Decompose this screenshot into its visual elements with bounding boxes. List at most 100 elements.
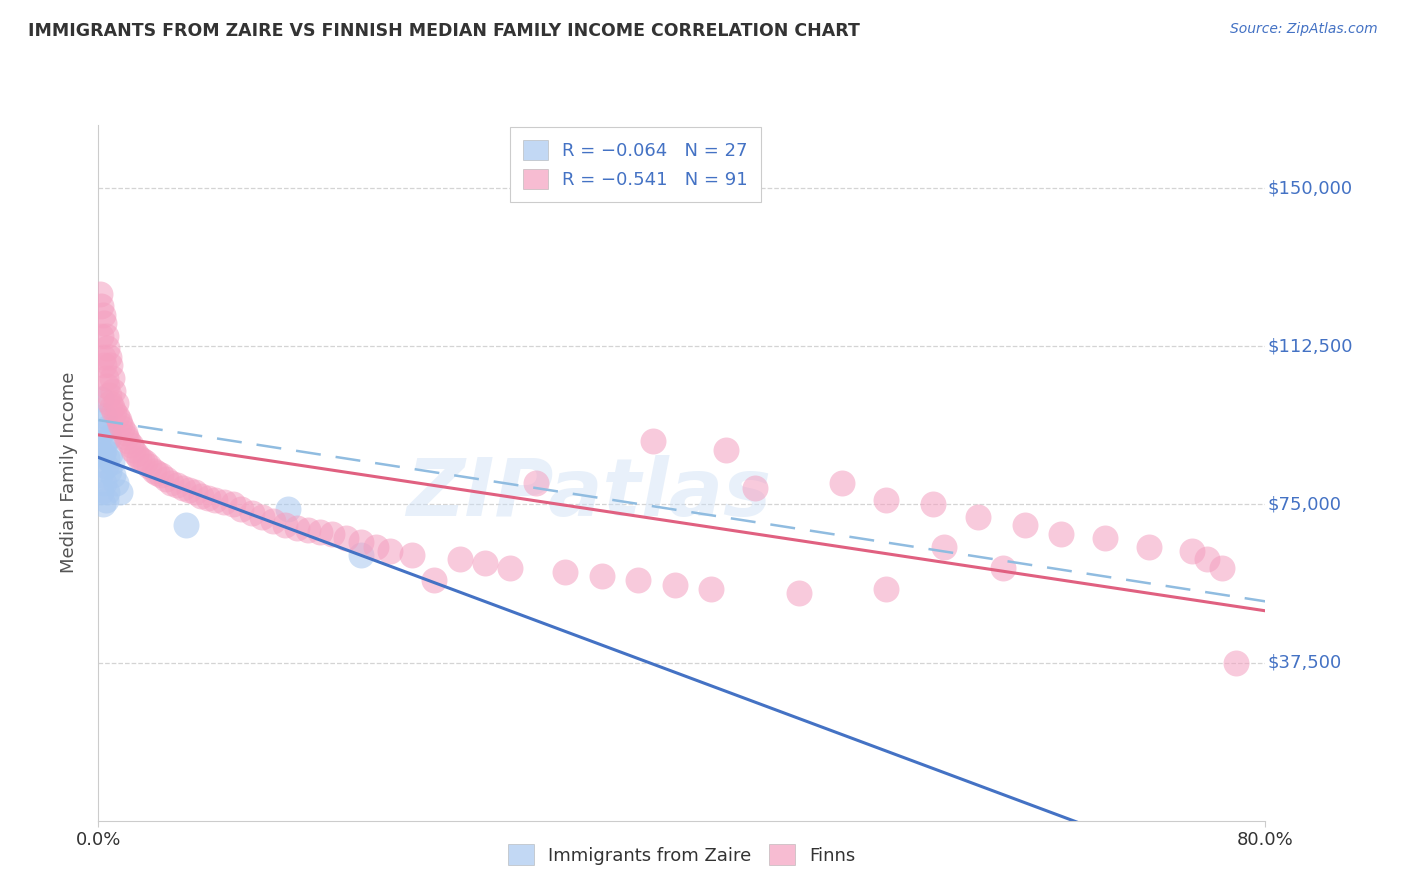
Point [1094, 531, 1116, 545]
Point [991, 560, 1014, 574]
Point [111, 421, 134, 435]
Legend: Immigrants from Zaire, Finns: Immigrants from Zaire, Finns [499, 835, 865, 874]
Point [98, 396, 121, 410]
Point [94, 434, 117, 449]
Point [103, 404, 125, 418]
Point [146, 466, 169, 480]
Point [91, 308, 114, 322]
Point [277, 501, 299, 516]
Point [150, 467, 173, 482]
Point [89, 467, 111, 482]
Point [166, 478, 188, 492]
Point [98, 358, 121, 372]
Point [115, 430, 138, 444]
Point [96, 450, 118, 465]
Point [172, 481, 194, 495]
Point [285, 520, 308, 534]
Text: $150,000: $150,000 [1268, 179, 1353, 197]
Point [190, 489, 212, 503]
Point [1014, 518, 1036, 533]
Point [401, 548, 423, 562]
Point [96, 342, 118, 356]
Point [93, 442, 115, 457]
Point [524, 476, 547, 491]
Point [90, 392, 112, 406]
Point [125, 447, 148, 461]
Point [1050, 527, 1073, 541]
Point [921, 497, 943, 511]
Point [96, 421, 118, 435]
Point [250, 510, 273, 524]
Point [98, 447, 121, 461]
Point [309, 524, 332, 539]
Point [183, 484, 205, 499]
Point [787, 586, 810, 600]
Point [94, 371, 117, 385]
Point [321, 527, 343, 541]
Point [1211, 560, 1233, 574]
Point [335, 531, 357, 545]
Point [91, 447, 114, 461]
Point [591, 569, 613, 583]
Point [378, 543, 402, 558]
Point [104, 396, 127, 410]
Point [160, 476, 183, 491]
Point [221, 497, 243, 511]
Point [1225, 656, 1247, 670]
Point [100, 401, 122, 415]
Point [110, 417, 132, 432]
Point [744, 481, 766, 495]
Text: Source: ZipAtlas.com: Source: ZipAtlas.com [1230, 22, 1378, 37]
Point [96, 484, 118, 499]
Point [700, 582, 723, 596]
Point [449, 552, 471, 566]
Point [93, 316, 115, 330]
Point [128, 450, 150, 465]
Point [1195, 552, 1218, 566]
Y-axis label: Median Family Income: Median Family Income [59, 372, 77, 574]
Point [350, 535, 373, 549]
Text: $75,000: $75,000 [1268, 495, 1341, 514]
Point [93, 476, 115, 491]
Point [177, 483, 200, 497]
Point [89, 286, 111, 301]
Point [875, 493, 897, 508]
Point [94, 493, 117, 508]
Point [96, 379, 118, 393]
Point [117, 434, 139, 449]
Point [97, 388, 120, 402]
Point [90, 425, 112, 440]
Point [350, 548, 373, 562]
Text: ZIPatlas: ZIPatlas [406, 455, 770, 533]
Point [101, 384, 124, 398]
Point [474, 557, 496, 571]
Point [1181, 543, 1204, 558]
Point [197, 491, 219, 505]
Point [297, 523, 319, 537]
Point [262, 514, 284, 528]
Point [90, 484, 112, 499]
Point [274, 518, 297, 533]
Point [641, 434, 664, 449]
Point [108, 413, 131, 427]
Point [240, 506, 263, 520]
Point [101, 467, 124, 482]
Point [423, 574, 446, 588]
Point [100, 455, 122, 469]
Point [142, 464, 165, 478]
Point [97, 430, 120, 444]
Point [831, 476, 853, 491]
Text: $37,500: $37,500 [1268, 654, 1341, 672]
Point [967, 510, 990, 524]
Point [1137, 540, 1160, 554]
Point [89, 442, 111, 457]
Point [875, 582, 897, 596]
Point [97, 350, 120, 364]
Point [91, 413, 114, 427]
Text: IMMIGRANTS FROM ZAIRE VS FINNISH MEDIAN FAMILY INCOME CORRELATION CHART: IMMIGRANTS FROM ZAIRE VS FINNISH MEDIAN … [28, 22, 860, 40]
Point [134, 455, 156, 469]
Point [204, 493, 226, 508]
Point [554, 565, 576, 579]
Point [131, 453, 153, 467]
Point [114, 425, 136, 440]
